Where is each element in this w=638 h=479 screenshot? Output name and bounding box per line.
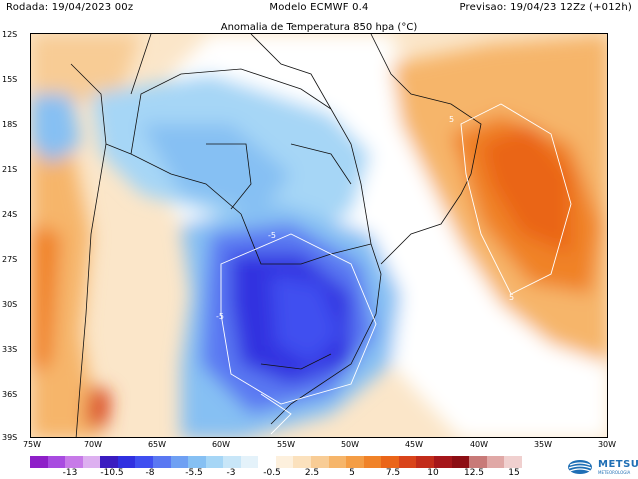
lat-label: 18S: [2, 120, 18, 129]
colorbar-tick: 2.5: [304, 468, 320, 478]
colorbar-tick: 5: [349, 468, 355, 478]
contour-label: -5: [216, 312, 224, 321]
logo-subtitle: METEOROLOGIA: [598, 470, 631, 475]
lat-label: 15S: [2, 75, 18, 84]
lon-label: 70W: [83, 440, 103, 449]
lon-label: 45W: [404, 440, 424, 449]
colorbar-swatch: [258, 456, 276, 468]
lat-label: 39S: [2, 433, 18, 442]
contour-label: -5: [268, 231, 276, 240]
colorbar-swatch: [451, 456, 470, 468]
colorbar-swatch: [30, 456, 48, 468]
colorbar-swatch: [82, 456, 101, 468]
forecast-label: Previsao: 19/04/23 12Zz (+012h): [459, 2, 632, 13]
lon-label: 40W: [469, 440, 489, 449]
colorbar-swatch: [205, 456, 224, 468]
lon-label: 55W: [276, 440, 296, 449]
contour-lines: [220, 103, 572, 435]
model-label: Modelo ECMWF 0.4: [269, 2, 369, 13]
colorbar-swatch: [381, 456, 399, 468]
colorbar-swatch: [311, 456, 329, 468]
colorbar-tick: -10.5: [100, 468, 124, 478]
colorbar-tick: -0.5: [263, 468, 281, 478]
lat-label: 12S: [2, 30, 18, 39]
lat-label: 21S: [2, 165, 18, 174]
lon-label: 60W: [211, 440, 231, 449]
lon-label: 50W: [340, 440, 360, 449]
colorbar-swatch: [346, 456, 364, 468]
colorbar-swatch: [416, 456, 434, 468]
lon-label: 65W: [147, 440, 167, 449]
lat-label: 30S: [2, 300, 18, 309]
logo-name: METSUL: [598, 459, 638, 470]
colorbar-swatch: [223, 456, 241, 468]
lon-label: 75W: [22, 440, 42, 449]
lat-label: 27S: [2, 255, 18, 264]
colorbar-swatch: [486, 456, 505, 468]
anomaly-map: 5 -5 5 -5: [30, 33, 608, 438]
colorbar-swatch: [275, 456, 294, 468]
colorbar-swatch: [363, 456, 382, 468]
colorbar-tick: -13: [62, 468, 78, 478]
colorbar-swatch: [100, 456, 118, 468]
lat-label: 36S: [2, 390, 18, 399]
colorbar: [30, 456, 522, 468]
colorbar-tick: 10: [427, 468, 439, 478]
contour-label: 5: [449, 115, 454, 124]
map-title: Anomalia de Temperatura 850 hpa (°C): [220, 22, 418, 33]
lon-label: 35W: [533, 440, 553, 449]
lat-label: 24S: [2, 210, 18, 219]
colorbar-tick: 15: [508, 468, 520, 478]
colorbar-tick: -3: [226, 468, 236, 478]
colorbar-swatch: [135, 456, 153, 468]
colorbar-tick: 7.5: [385, 468, 401, 478]
colorbar-swatch: [117, 456, 136, 468]
colorbar-swatch: [293, 456, 311, 468]
colorbar-swatch: [240, 456, 259, 468]
colorbar-swatch: [469, 456, 487, 468]
colorbar-swatch: [65, 456, 83, 468]
country-borders: [70, 34, 482, 437]
colorbar-swatch: [328, 456, 347, 468]
metsul-logo-icon: [568, 460, 592, 474]
lat-label: 33S: [2, 345, 18, 354]
colorbar-swatch: [188, 456, 206, 468]
run-date-label: Rodada: 19/04/2023 00z: [6, 2, 134, 13]
lon-label: 30W: [597, 440, 617, 449]
colorbar-swatch: [47, 456, 66, 468]
colorbar-tick: -5.5: [185, 468, 203, 478]
colorbar-tick: -8: [145, 468, 155, 478]
colorbar-tick: 12.5: [463, 468, 485, 478]
contour-label: 5: [509, 293, 514, 302]
colorbar-swatch: [152, 456, 171, 468]
colorbar-swatch: [433, 456, 452, 468]
colorbar-swatch: [170, 456, 189, 468]
map-canvas: 5 -5 5 -5: [31, 34, 607, 437]
anomaly-field: [31, 34, 607, 437]
colorbar-swatch: [504, 456, 522, 468]
colorbar-swatch: [398, 456, 417, 468]
